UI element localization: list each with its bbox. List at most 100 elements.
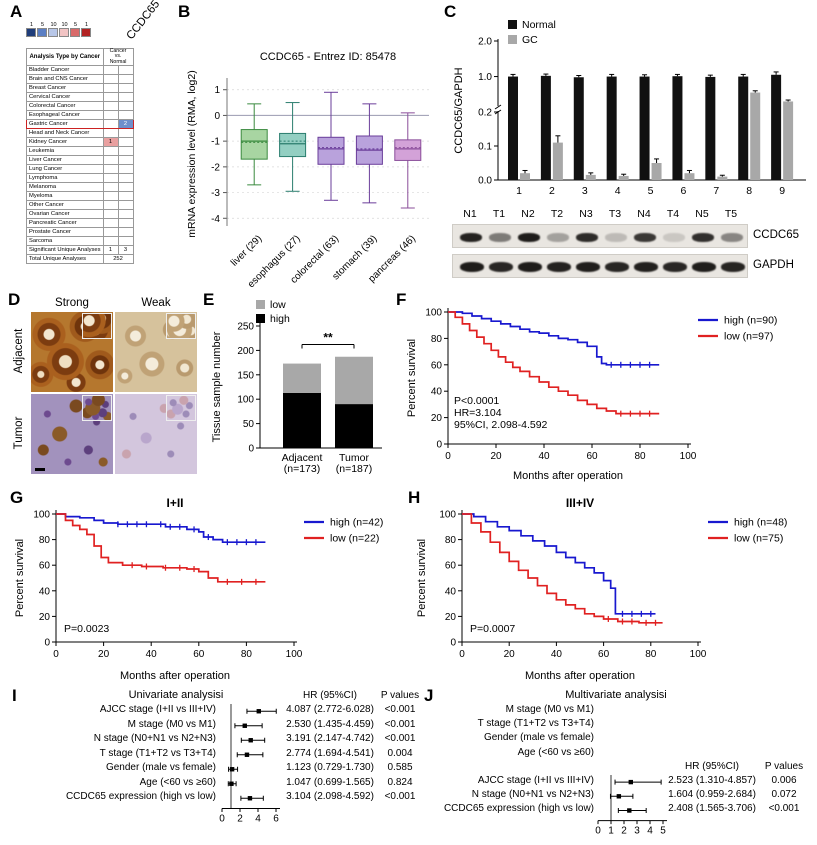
svg-text:2: 2 xyxy=(621,826,627,837)
cancer-row: Cervical Cancer xyxy=(26,92,134,103)
forest-hr-value: 1.047 (0.699-1.565) xyxy=(286,776,374,788)
blot-band xyxy=(721,232,743,242)
box xyxy=(240,129,268,160)
svg-text:0: 0 xyxy=(595,826,601,837)
forest-hr-value: 4.087 (2.772-6.028) xyxy=(286,704,374,715)
cancer-row: Melanoma xyxy=(26,182,134,193)
panel-label-H: H xyxy=(408,488,421,507)
col-header-p: P values xyxy=(380,690,420,701)
forest-p-value: <0.001 xyxy=(384,718,416,730)
panel-label-A: A xyxy=(10,2,23,21)
summary-row: Total Unique Analyses 252 xyxy=(26,254,134,265)
forest-marker xyxy=(248,738,253,743)
scale-number: 10 xyxy=(61,22,68,28)
svg-text:0: 0 xyxy=(459,649,465,660)
forest-marker xyxy=(628,779,633,785)
svg-text:0: 0 xyxy=(53,649,59,660)
box xyxy=(279,132,307,158)
blot-band xyxy=(605,261,629,272)
svg-text:Normal: Normal xyxy=(522,19,556,31)
svg-text:high (n=42): high (n=42) xyxy=(330,517,383,529)
svg-text:4: 4 xyxy=(647,826,653,837)
cancer-row: Brain and CNS Cancer xyxy=(26,74,134,85)
forest-title: Univariate analysisi xyxy=(128,689,224,701)
forest-row-label: AJCC stage (I+II vs III+IV) xyxy=(99,704,216,715)
svg-text:20: 20 xyxy=(445,612,457,623)
boxplot-B: CCDC65 - Entrez ID: 85478 1 0 -1 -2 -3 -4 mRNA … xyxy=(186,51,429,290)
svg-text:80: 80 xyxy=(431,334,443,345)
svg-text:95%CI, 2.098-4.592: 95%CI, 2.098-4.592 xyxy=(454,419,548,431)
svg-text:2.0: 2.0 xyxy=(478,37,492,48)
legend-swatch-gc xyxy=(508,35,517,44)
bar-normal xyxy=(606,76,617,180)
forest-row-label: Gender (male vs female) xyxy=(483,732,594,744)
ihc-inset xyxy=(82,395,112,421)
scale-bar xyxy=(35,468,45,471)
blot-band xyxy=(518,261,542,272)
forest-marker xyxy=(256,709,261,714)
svg-text:low (n=97): low (n=97) xyxy=(724,331,773,343)
svg-text:0.2: 0.2 xyxy=(478,108,492,119)
scale-number: 1 xyxy=(29,22,34,28)
svg-text:mRNA expression level (RMA, lo: mRNA expression level (RMA, log2) xyxy=(186,70,198,237)
km-curve xyxy=(56,513,266,544)
lane-label: N2 xyxy=(521,208,535,220)
svg-text:high: high xyxy=(270,313,290,325)
forest-axis-I: 0 2 4 6 xyxy=(219,704,280,825)
western-blot-ccdc65 xyxy=(452,224,748,248)
forest-hr-value: 2.530 (1.435-4.459) xyxy=(286,718,374,730)
blot-band xyxy=(489,261,513,272)
svg-text:1: 1 xyxy=(608,826,614,837)
blot-band xyxy=(489,232,511,242)
bar-normal xyxy=(672,76,683,180)
lane-label: N4 xyxy=(637,208,651,220)
table-col-header: Cancer vs. Normal xyxy=(102,47,134,67)
forest-hr-value: 1.123 (0.729-1.730) xyxy=(286,762,374,773)
svg-text:20: 20 xyxy=(431,413,443,424)
km-curve xyxy=(448,311,660,415)
bar-high xyxy=(283,392,321,448)
row-label-adjacent: Adjacent xyxy=(13,328,25,374)
svg-text:-4: -4 xyxy=(211,214,220,225)
scale-swatch xyxy=(48,28,58,37)
svg-text:0: 0 xyxy=(436,440,442,451)
svg-text:60: 60 xyxy=(193,649,205,660)
bar-normal xyxy=(738,76,749,180)
cancer-row: Pancreatic Cancer xyxy=(26,218,134,229)
svg-text:III+IV: III+IV xyxy=(566,496,594,510)
blot-band xyxy=(663,261,687,272)
blot-band xyxy=(460,232,482,242)
svg-text:100: 100 xyxy=(286,649,303,660)
bar-gc xyxy=(717,176,728,180)
svg-text:P=0.0023: P=0.0023 xyxy=(64,623,109,635)
stacked-bar-E: 0 50 100 150 200 250 Tissue sample number Adjac… xyxy=(211,299,382,475)
svg-text:Months after operation: Months after operation xyxy=(513,470,623,482)
cancer-row: Bladder Cancer xyxy=(26,65,134,76)
scale-swatches xyxy=(26,28,92,37)
forest-row-label: CCDC65 expression (high vs low) xyxy=(443,803,594,815)
oncomine-color-scale: 1 5 10 10 5 1 xyxy=(26,22,92,37)
bar-gc xyxy=(783,101,794,180)
forest-row-label: T stage (T1+T2 vs T3+T4) xyxy=(477,718,594,730)
forest-p-value: <0.001 xyxy=(768,803,800,815)
svg-text:Percent survival: Percent survival xyxy=(14,539,26,617)
bar-gc xyxy=(651,163,662,180)
svg-text:Adjacent: Adjacent xyxy=(282,452,323,464)
ihc-image-adjacent-strong xyxy=(31,312,113,392)
svg-text:0: 0 xyxy=(450,638,456,649)
bar-normal xyxy=(573,77,584,180)
blot-band xyxy=(518,232,540,242)
svg-text:100: 100 xyxy=(439,510,456,521)
svg-text:0: 0 xyxy=(44,638,50,649)
forest-p-value: 0.004 xyxy=(387,747,413,759)
lane-label: T1 xyxy=(492,208,506,220)
lane-label: T3 xyxy=(608,208,622,220)
bar-normal xyxy=(540,75,551,180)
svg-text:40: 40 xyxy=(445,586,457,597)
bar-gc xyxy=(750,92,761,180)
blot-row-label-ccdc65: CCDC65 xyxy=(753,229,800,241)
blot-band xyxy=(547,261,571,272)
svg-text:20: 20 xyxy=(98,649,110,660)
svg-text:I+II: I+II xyxy=(166,496,183,510)
legend-swatch-normal xyxy=(508,20,517,29)
